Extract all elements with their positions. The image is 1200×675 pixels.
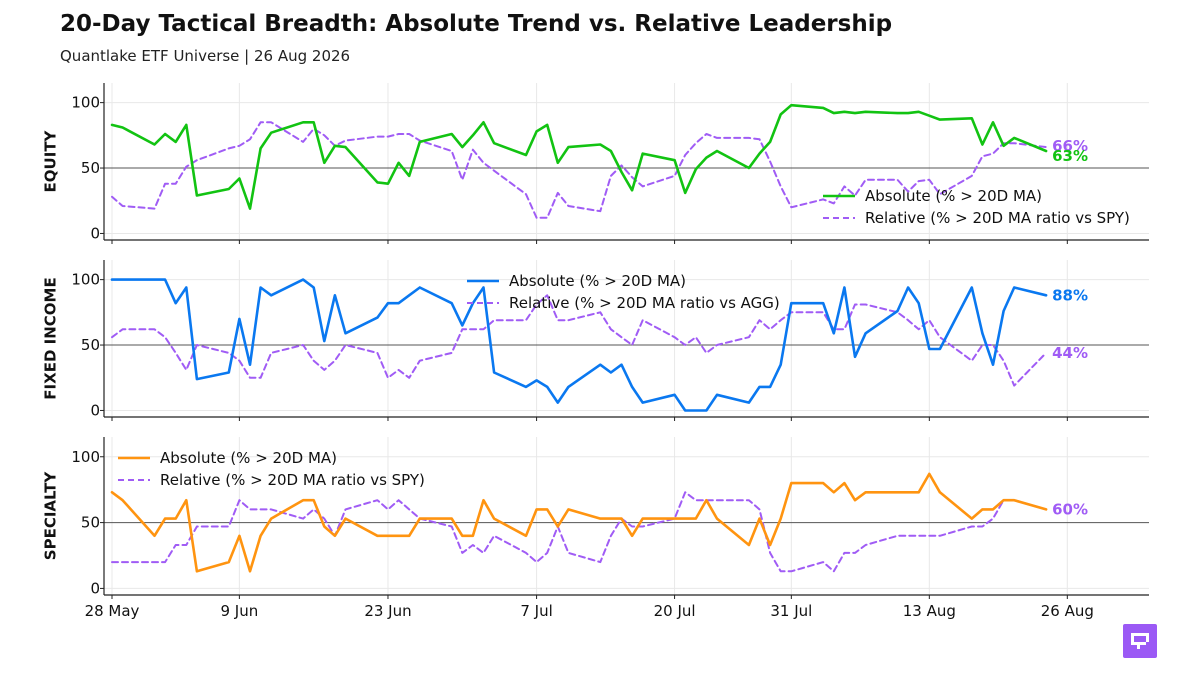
y-tick-label: 100	[71, 271, 100, 289]
legend-label: Absolute (% > 20D MA)	[865, 187, 1042, 205]
legend-label: Relative (% > 20D MA ratio vs AGG)	[509, 294, 780, 312]
panel-equity: 0 50 100 EQUITY 66%63% Absolute (% > 20D MA) R…	[42, 83, 1149, 244]
legend-label: Relative (% > 20D MA ratio vs SPY)	[160, 471, 425, 489]
end-value-label: 63%	[1052, 147, 1088, 165]
y-axis-label: FIXED INCOME	[42, 277, 60, 399]
y-tick-label: 0	[90, 579, 100, 597]
y-tick-label: 100	[71, 94, 100, 112]
y-axis-label: EQUITY	[42, 129, 60, 192]
panel-fixed-income: 0 50 100 FIXED INCOME 88% 44% Absolute (% > 20…	[42, 260, 1149, 421]
legend-label: Relative (% > 20D MA ratio vs SPY)	[865, 209, 1130, 227]
y-tick-label: 100	[71, 448, 100, 466]
x-tick-label: 13 Aug	[903, 602, 956, 620]
x-tick-label: 26 Aug	[1041, 602, 1094, 620]
end-value-label: 60%	[1052, 500, 1088, 518]
relative-series-line	[111, 294, 1048, 387]
absolute-series-line	[110, 472, 1048, 573]
y-tick-label: 0	[90, 224, 100, 242]
x-tick-label: 31 Jul	[770, 602, 812, 620]
chart-title: 20-Day Tactical Breadth: Absolute Trend …	[60, 11, 893, 37]
legend-label: Absolute (% > 20D MA)	[509, 272, 686, 290]
x-tick-label: 9 Jun	[221, 602, 259, 620]
y-tick-label: 50	[81, 514, 100, 532]
end-value-label: 88%	[1052, 286, 1088, 304]
relative-series-line	[111, 121, 1048, 219]
x-tick-label: 20 Jul	[654, 602, 696, 620]
chart-subtitle: Quantlake ETF Universe | 26 Aug 2026	[60, 47, 351, 65]
absolute-series-line	[110, 278, 1048, 412]
x-tick-label: 28 May	[85, 602, 140, 620]
relative-series-line	[111, 491, 1048, 573]
end-value-label: 44%	[1052, 344, 1088, 362]
brand-logo	[1123, 624, 1157, 658]
y-axis-label: SPECIALTY	[42, 471, 60, 561]
end-value-label: 66%	[1052, 137, 1088, 155]
panel-specialty: 0 50 100 SPECIALTY 60% Absolute (% > 20D MA) R…	[42, 437, 1149, 599]
y-tick-label: 50	[81, 336, 100, 354]
brand-logo-icon	[1131, 633, 1149, 649]
absolute-series-line	[110, 103, 1048, 210]
y-tick-label: 0	[90, 401, 100, 419]
x-tick-label: 7 Jul	[520, 602, 552, 620]
legend-label: Absolute (% > 20D MA)	[160, 449, 337, 467]
x-tick-label: 23 Jun	[364, 602, 411, 620]
y-tick-label: 50	[81, 159, 100, 177]
